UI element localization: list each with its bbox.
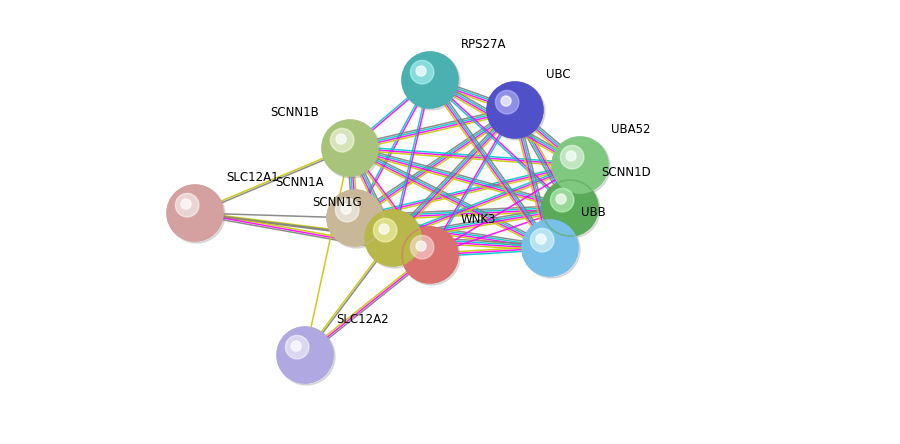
Circle shape xyxy=(551,188,574,212)
Circle shape xyxy=(530,228,554,252)
Circle shape xyxy=(328,191,385,248)
Text: SCNN1G: SCNN1G xyxy=(312,196,362,209)
Circle shape xyxy=(176,194,199,217)
Circle shape xyxy=(522,220,578,276)
Text: WNK3: WNK3 xyxy=(461,213,497,226)
Circle shape xyxy=(278,328,335,385)
Circle shape xyxy=(322,120,378,176)
Circle shape xyxy=(379,224,389,234)
Text: SLC12A1: SLC12A1 xyxy=(226,171,279,184)
Text: SLC12A2: SLC12A2 xyxy=(336,313,389,326)
Circle shape xyxy=(277,327,333,383)
Circle shape xyxy=(167,185,223,241)
Circle shape xyxy=(501,96,511,106)
Text: SCNN1A: SCNN1A xyxy=(275,176,324,189)
Circle shape xyxy=(553,138,610,195)
Circle shape xyxy=(327,190,383,246)
Circle shape xyxy=(495,91,519,114)
Circle shape xyxy=(566,151,576,161)
Circle shape xyxy=(366,211,423,268)
Circle shape xyxy=(341,204,351,214)
Circle shape xyxy=(168,186,225,243)
Circle shape xyxy=(542,180,598,236)
Circle shape xyxy=(543,181,600,238)
Circle shape xyxy=(416,241,426,251)
Text: UBC: UBC xyxy=(546,68,571,81)
Circle shape xyxy=(403,228,460,285)
Text: RPS27A: RPS27A xyxy=(461,38,507,51)
Circle shape xyxy=(285,335,309,359)
Circle shape xyxy=(488,83,545,140)
Circle shape xyxy=(181,199,191,209)
Circle shape xyxy=(561,145,584,169)
Circle shape xyxy=(402,227,458,283)
Circle shape xyxy=(336,198,359,222)
Circle shape xyxy=(330,128,354,152)
Circle shape xyxy=(556,194,566,204)
Circle shape xyxy=(536,234,546,244)
Circle shape xyxy=(410,60,434,84)
Circle shape xyxy=(487,82,543,138)
Circle shape xyxy=(365,210,421,266)
Circle shape xyxy=(291,341,302,351)
Circle shape xyxy=(323,121,380,178)
Circle shape xyxy=(403,53,460,110)
Text: SCNN1D: SCNN1D xyxy=(601,166,651,179)
Text: UBB: UBB xyxy=(581,206,606,219)
Text: SCNN1B: SCNN1B xyxy=(270,106,319,119)
Text: UBA52: UBA52 xyxy=(611,123,651,136)
Circle shape xyxy=(523,221,580,278)
Circle shape xyxy=(552,137,608,193)
Circle shape xyxy=(374,218,397,242)
Circle shape xyxy=(402,52,458,108)
Circle shape xyxy=(336,134,346,144)
Circle shape xyxy=(416,66,426,76)
Circle shape xyxy=(410,235,434,259)
